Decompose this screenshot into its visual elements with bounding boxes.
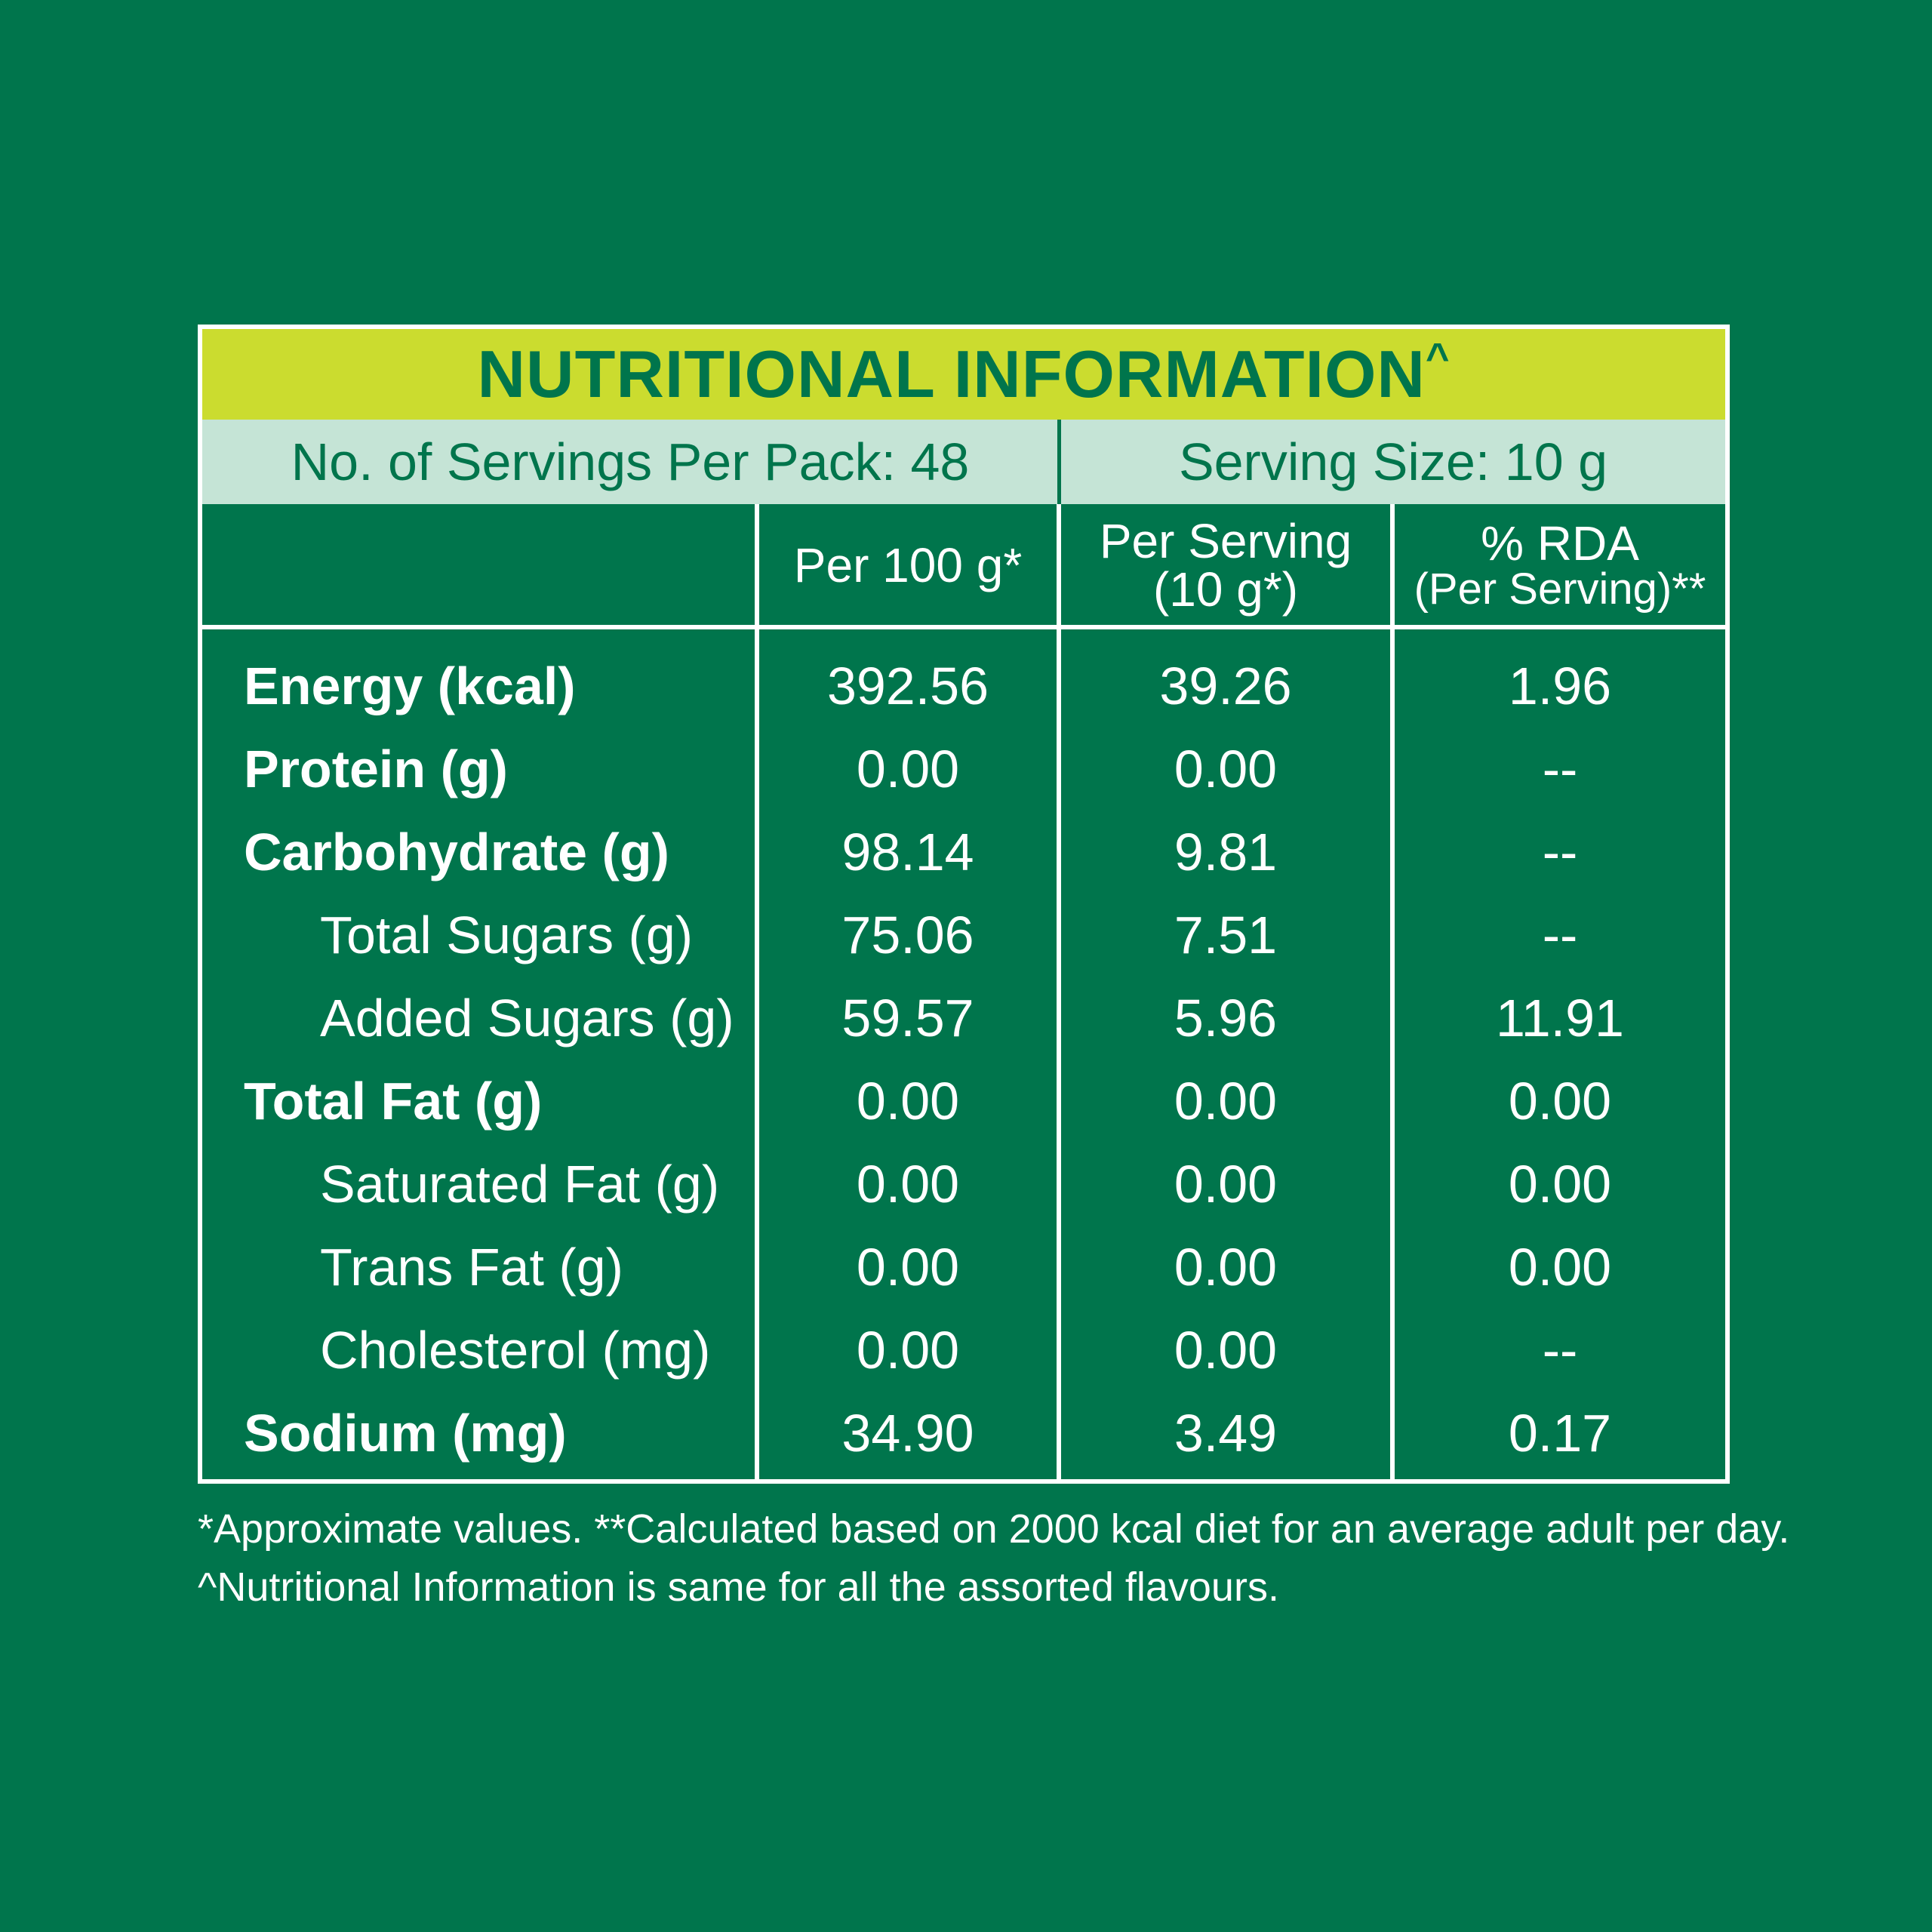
value-per-100g: 34.90 [841,1404,974,1463]
table-row: Added Sugars (g) 59.57 5.96 11.91 [202,977,1725,1060]
nutrient-name: Added Sugars (g) [320,989,734,1048]
title-mark: ^ [1425,335,1451,380]
table-row: Saturated Fat (g) 0.00 0.00 0.00 [202,1143,1725,1226]
table-row: Protein (g) 0.00 0.00 -- [202,728,1725,811]
table-row: Sodium (mg) 34.90 3.49 0.17 [202,1392,1725,1475]
header-rda-line2: (Per Serving)** [1414,565,1706,614]
nutrient-name: Trans Fat (g) [320,1238,623,1297]
table-row: Total Fat (g) 0.00 0.00 0.00 [202,1060,1725,1143]
value-rda: -- [1542,1321,1578,1380]
value-per-serving: 0.00 [1174,1238,1278,1297]
nutrient-name: Total Sugars (g) [320,906,694,964]
value-rda: 11.91 [1496,989,1624,1048]
header-per-serving-line2: (10 g*) [1152,562,1299,617]
value-rda: 0.00 [1508,1072,1612,1131]
value-rda: -- [1542,823,1578,881]
value-per-serving: 5.96 [1174,989,1278,1048]
header-per-100g: Per 100 g* [759,509,1057,622]
value-per-100g: 0.00 [856,1321,960,1380]
header-rda-line1: % RDA [1481,516,1639,571]
column-divider [1057,504,1061,1479]
nutrient-name: Protein (g) [244,740,508,798]
title-text: NUTRITIONAL INFORMATION [477,337,1426,411]
header-per-100g-label: Per 100 g* [793,538,1023,592]
footnote-approximate: *Approximate values. **Calculated based … [198,1506,1790,1552]
nutrient-name: Cholesterol (mg) [320,1321,711,1380]
value-per-100g: 0.00 [856,1238,960,1297]
table-row: Cholesterol (mg) 0.00 0.00 -- [202,1309,1725,1392]
footnote-flavours: ^Nutritional Information is same for all… [198,1564,1279,1610]
servings-per-pack: No. of Servings Per Pack: 48 [291,432,970,491]
nutrient-name: Saturated Fat (g) [320,1155,720,1214]
serving-size: Serving Size: 10 g [1178,432,1608,491]
value-per-100g: 0.00 [856,1072,960,1131]
value-rda: 0.17 [1508,1404,1612,1463]
value-rda: 0.00 [1508,1238,1612,1297]
value-per-serving: 7.51 [1174,906,1278,964]
servings-band: No. of Servings Per Pack: 48 Serving Siz… [202,420,1725,504]
header-divider [202,625,1725,629]
header-rda: % RDA (Per Serving)** [1395,509,1725,622]
value-rda: -- [1542,906,1578,964]
nutrient-name: Energy (kcal) [244,657,576,715]
value-per-100g: 59.57 [841,989,974,1048]
value-rda: -- [1542,740,1578,798]
nutrient-name: Total Fat (g) [244,1072,543,1131]
value-per-100g: 0.00 [856,740,960,798]
value-per-100g: 392.56 [826,657,989,715]
value-per-100g: 0.00 [856,1155,960,1214]
header-per-serving-line1: Per Serving [1099,514,1352,568]
table-row: Trans Fat (g) 0.00 0.00 0.00 [202,1226,1725,1309]
table-row: Carbohydrate (g) 98.14 9.81 -- [202,811,1725,894]
value-per-serving: 0.00 [1174,1072,1278,1131]
value-per-serving: 9.81 [1174,823,1278,881]
value-rda: 1.96 [1508,657,1612,715]
table-row: Total Sugars (g) 75.06 7.51 -- [202,894,1725,977]
nutrient-name: Sodium (mg) [244,1404,567,1463]
value-per-serving: 3.49 [1174,1404,1278,1463]
nutrient-name: Carbohydrate (g) [244,823,669,881]
value-per-serving: 0.00 [1174,740,1278,798]
value-per-serving: 0.00 [1174,1321,1278,1380]
servings-divider [1057,420,1061,504]
nutrition-table: NUTRITIONAL INFORMATION ^ No. of Servings… [198,325,1730,1484]
table-row: Energy (kcal) 392.56 39.26 1.96 [202,645,1725,728]
column-divider [755,504,759,1479]
value-per-100g: 98.14 [841,823,974,881]
table-title: NUTRITIONAL INFORMATION ^ [202,329,1725,420]
header-per-serving: Per Serving (10 g*) [1061,509,1390,622]
value-per-serving: 39.26 [1159,657,1292,715]
value-rda: 0.00 [1508,1155,1612,1214]
value-per-serving: 0.00 [1174,1155,1278,1214]
column-divider [1390,504,1395,1479]
value-per-100g: 75.06 [841,906,974,964]
